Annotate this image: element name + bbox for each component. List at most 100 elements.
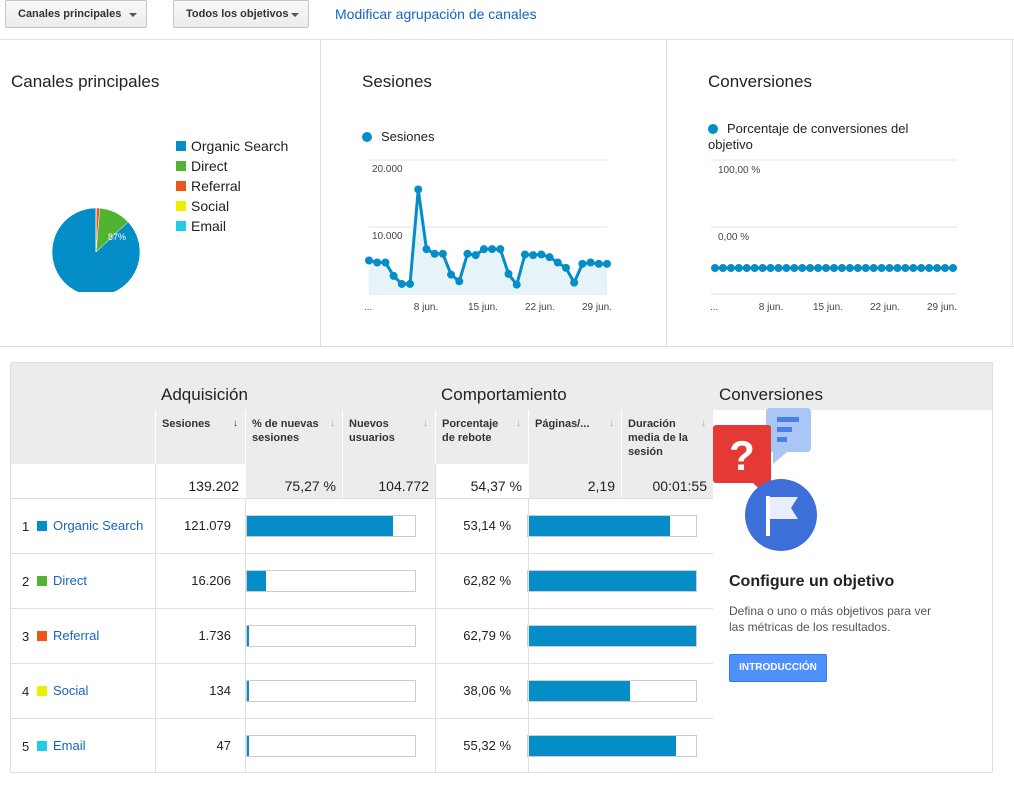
channels-pie-chart: 87%	[51, 207, 141, 292]
data-point[interactable]	[893, 264, 902, 272]
data-point[interactable]	[861, 264, 870, 272]
bar-fill	[247, 681, 249, 701]
data-point[interactable]	[488, 245, 497, 254]
data-point[interactable]	[933, 264, 942, 272]
legend-item[interactable]: Email	[176, 216, 288, 236]
channel-link[interactable]: Organic Search	[53, 518, 144, 533]
data-point[interactable]	[909, 264, 918, 272]
data-point[interactable]	[790, 264, 799, 272]
data-point[interactable]	[373, 258, 382, 267]
legend-swatch	[176, 221, 186, 231]
data-point[interactable]	[877, 264, 886, 272]
bounce-column-label: Porcentaje de rebote	[442, 418, 499, 444]
row-bounce: 62,82 %	[463, 573, 511, 588]
total-pages: 2,19	[528, 464, 621, 498]
x-tick-label: ...	[364, 302, 372, 313]
data-point[interactable]	[711, 264, 719, 272]
data-point[interactable]	[545, 253, 554, 262]
data-point[interactable]	[561, 263, 570, 272]
pages-column-header[interactable]: Páginas/... ↓	[528, 410, 621, 464]
data-point[interactable]	[798, 264, 807, 272]
y-tick-label: 10.000	[372, 231, 403, 242]
bounce-column-header[interactable]: Porcentaje de rebote ↓	[435, 410, 528, 464]
channel-link[interactable]: Direct	[53, 573, 87, 588]
channel-column-header	[11, 410, 155, 464]
data-point[interactable]	[853, 264, 862, 272]
new-sessions-column-header[interactable]: % de nuevas sesiones ↓	[245, 410, 342, 464]
legend-item[interactable]: Direct	[176, 156, 288, 176]
data-point[interactable]	[758, 264, 767, 272]
data-point[interactable]	[512, 280, 521, 289]
data-point[interactable]	[471, 251, 480, 260]
data-point[interactable]	[949, 264, 957, 272]
bar-fill	[247, 736, 249, 756]
legend-item[interactable]: Social	[176, 196, 288, 216]
modify-grouping-link[interactable]: Modificar agrupación de canales	[335, 6, 537, 22]
data-point[interactable]	[925, 264, 934, 272]
data-point[interactable]	[570, 278, 579, 287]
data-point[interactable]	[782, 264, 791, 272]
data-point[interactable]	[594, 259, 603, 268]
data-point[interactable]	[504, 269, 513, 278]
x-tick-label: 22 jun.	[525, 302, 555, 313]
data-point[interactable]	[447, 270, 456, 279]
data-point[interactable]	[806, 264, 815, 272]
data-point[interactable]	[901, 264, 910, 272]
data-point[interactable]	[455, 277, 464, 286]
data-point[interactable]	[578, 259, 587, 268]
data-point[interactable]	[603, 259, 611, 268]
goals-dropdown[interactable]: Todos los objetivos	[173, 0, 309, 28]
data-point[interactable]	[822, 264, 831, 272]
data-point[interactable]	[917, 264, 926, 272]
data-point[interactable]	[479, 245, 488, 254]
data-point[interactable]	[414, 185, 423, 194]
channel-link[interactable]: Email	[53, 738, 86, 753]
channel-link[interactable]: Social	[53, 683, 89, 698]
data-point[interactable]	[845, 264, 854, 272]
data-point[interactable]	[438, 249, 447, 258]
data-point[interactable]	[726, 264, 735, 272]
data-point[interactable]	[520, 250, 529, 259]
pie-slice-organic-search[interactable]	[51, 207, 141, 292]
data-point[interactable]	[837, 264, 846, 272]
data-point[interactable]	[463, 249, 472, 258]
data-point[interactable]	[553, 258, 562, 267]
new-users-column-header[interactable]: Nuevos usuarios ↓	[342, 410, 435, 464]
table-row: 4 Social 134 38,06 %	[11, 663, 713, 718]
x-tick-label: 15 jun.	[468, 302, 498, 313]
channels-dropdown[interactable]: Canales principales	[5, 0, 147, 28]
data-point[interactable]	[381, 258, 390, 267]
data-point[interactable]	[750, 264, 759, 272]
data-point[interactable]	[774, 264, 783, 272]
data-point[interactable]	[422, 245, 431, 254]
data-point[interactable]	[734, 264, 743, 272]
legend-item[interactable]: Organic Search	[176, 136, 288, 156]
get-started-button[interactable]: INTRODUCCIÓN	[729, 654, 827, 682]
total-new-sessions: 75,27 %	[245, 464, 342, 498]
total-bounce: 54,37 %	[435, 464, 528, 498]
data-point[interactable]	[397, 279, 406, 288]
data-point[interactable]	[885, 264, 894, 272]
data-point[interactable]	[830, 264, 838, 272]
data-point[interactable]	[869, 264, 878, 272]
totals-label-cell	[11, 464, 155, 498]
data-point[interactable]	[766, 264, 775, 272]
duration-column-header[interactable]: Duración media de la sesión ↓	[621, 410, 713, 464]
data-point[interactable]	[365, 256, 373, 265]
data-point[interactable]	[941, 264, 950, 272]
table-row: 2 Direct 16.206 62,82 %	[11, 553, 713, 608]
data-point[interactable]	[529, 251, 538, 260]
data-point[interactable]	[742, 264, 751, 272]
data-point[interactable]	[406, 279, 415, 288]
legend-item[interactable]: Referral	[176, 176, 288, 196]
data-point[interactable]	[389, 271, 398, 280]
data-point[interactable]	[537, 250, 546, 259]
channel-link[interactable]: Referral	[53, 628, 100, 643]
data-point[interactable]	[718, 264, 727, 272]
data-point[interactable]	[586, 258, 595, 267]
sessions-column-header[interactable]: Sesiones ↓	[155, 410, 245, 464]
bar-fill	[528, 736, 676, 756]
data-point[interactable]	[430, 249, 439, 258]
data-point[interactable]	[814, 264, 823, 272]
data-point[interactable]	[496, 245, 505, 254]
